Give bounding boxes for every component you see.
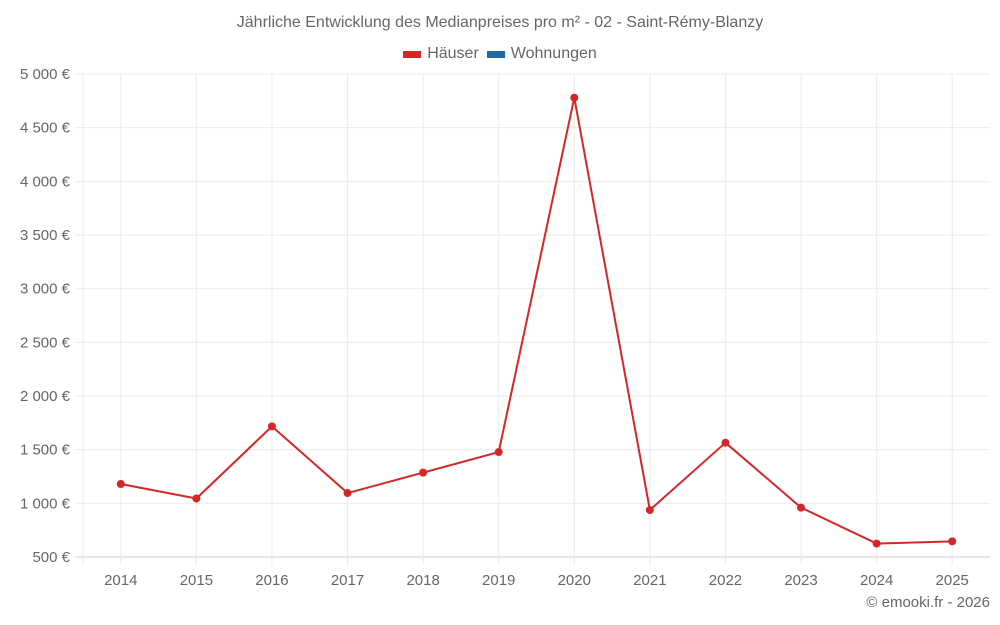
legend-item-apartments[interactable]: Wohnungen	[486, 45, 597, 63]
y-axis: 500 € 1 000 € 1 500 € 2 000 € 2 500 € 3 000 €…	[20, 66, 71, 566]
x-tick-label: 2018	[406, 572, 439, 589]
x-tick-label: 2024	[860, 572, 893, 589]
y-tick-label: 1 500 €	[20, 442, 71, 459]
data-point[interactable]	[343, 489, 352, 498]
data-point[interactable]	[645, 505, 654, 514]
data-point[interactable]	[419, 468, 428, 477]
y-tick-label: 2 500 €	[20, 334, 71, 351]
x-tick-label: 2022	[709, 572, 742, 589]
x-tick-label: 2014	[104, 572, 137, 589]
y-tick-label: 3 000 €	[20, 281, 71, 298]
x-tick-label: 2025	[936, 572, 969, 589]
data-point[interactable]	[494, 448, 503, 457]
legend-label-houses: Häuser	[427, 45, 479, 62]
y-tick-label: 5 000 €	[20, 66, 71, 83]
x-tick-label: 2021	[633, 572, 666, 589]
x-tick-label: 2019	[482, 572, 515, 589]
x-tick-label: 2017	[331, 572, 364, 589]
y-tick-label: 2 000 €	[20, 388, 71, 405]
legend: Häuser Wohnungen	[0, 45, 1000, 63]
y-tick-label: 4 000 €	[20, 173, 71, 190]
grid-lines	[75, 73, 990, 565]
legend-item-houses[interactable]: Häuser	[403, 45, 479, 63]
y-tick-label: 3 500 €	[20, 227, 71, 244]
data-point[interactable]	[872, 539, 881, 548]
data-point[interactable]	[721, 438, 730, 447]
x-tick-label: 2023	[784, 572, 817, 589]
data-point[interactable]	[267, 422, 276, 431]
chart-title: Jährliche Entwicklung des Medianpreises …	[236, 14, 764, 31]
y-tick-label: 1 000 €	[20, 495, 71, 512]
x-tick-label: 2015	[180, 572, 213, 589]
x-tick-label: 2020	[558, 572, 591, 589]
data-point[interactable]	[948, 537, 957, 546]
y-tick-label: 500 €	[32, 549, 70, 566]
data-point[interactable]	[570, 93, 579, 102]
data-point[interactable]	[192, 494, 201, 503]
data-point[interactable]	[797, 503, 806, 512]
y-tick-label: 4 500 €	[20, 120, 71, 137]
legend-swatch-apartments	[486, 50, 505, 58]
x-tick-label: 2016	[255, 572, 288, 589]
copyright-credit: © emooki.fr - 2026	[866, 594, 990, 611]
data-point[interactable]	[116, 480, 125, 489]
legend-label-apartments: Wohnungen	[510, 45, 597, 62]
x-axis: 2014 2015 2016 2017 2018 2019 2020 2021 2022 2023…	[104, 572, 969, 589]
series-houses	[116, 93, 957, 548]
legend-swatch-houses	[403, 50, 422, 58]
